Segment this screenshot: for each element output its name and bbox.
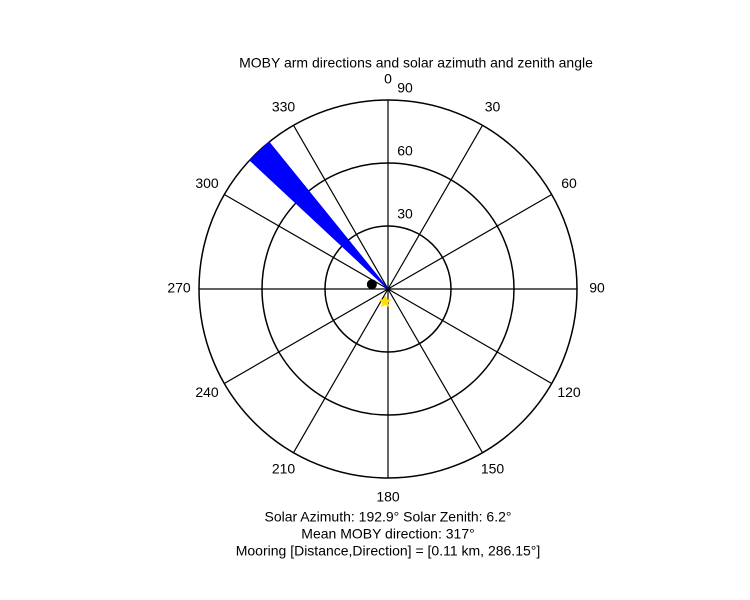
angle-tick-label: 330 <box>272 99 296 115</box>
angle-tick-label: 30 <box>485 99 501 115</box>
angle-tick-label: 180 <box>376 489 400 505</box>
grid-spoke <box>387 288 552 385</box>
angle-tick-label: 150 <box>481 461 505 477</box>
angle-tick-label: 300 <box>195 175 219 191</box>
grid-spoke <box>292 288 389 453</box>
angle-tick-label: 60 <box>561 175 577 191</box>
angle-tick-label: 210 <box>272 461 296 477</box>
grid-spoke <box>292 125 389 290</box>
r-tick-label: 90 <box>397 80 413 96</box>
grid-spoke <box>387 288 484 453</box>
grid-spoke <box>224 193 389 290</box>
arm-wedge <box>249 141 389 290</box>
chart-title: MOBY arm directions and solar azimuth an… <box>239 55 593 71</box>
angle-tick-label: 270 <box>167 280 191 296</box>
grid-spoke <box>387 125 484 290</box>
annotation: Solar Azimuth: 192.9° Solar Zenith: 6.2° <box>265 509 512 525</box>
sun-marker <box>378 294 392 308</box>
mooring-marker <box>366 279 377 290</box>
annotation: Mooring [Distance,Direction] = [0.11 km,… <box>236 543 541 559</box>
angle-tick-label: 90 <box>589 280 605 296</box>
grid-spoke <box>387 193 552 290</box>
r-tick-label: 30 <box>397 206 413 222</box>
angle-tick-label: 0 <box>384 71 392 87</box>
angle-tick-label: 120 <box>557 384 581 400</box>
grid-spoke <box>224 288 389 385</box>
r-tick-label: 60 <box>397 143 413 159</box>
angle-tick-label: 240 <box>195 384 219 400</box>
annotation: Mean MOBY direction: 317° <box>301 526 474 542</box>
